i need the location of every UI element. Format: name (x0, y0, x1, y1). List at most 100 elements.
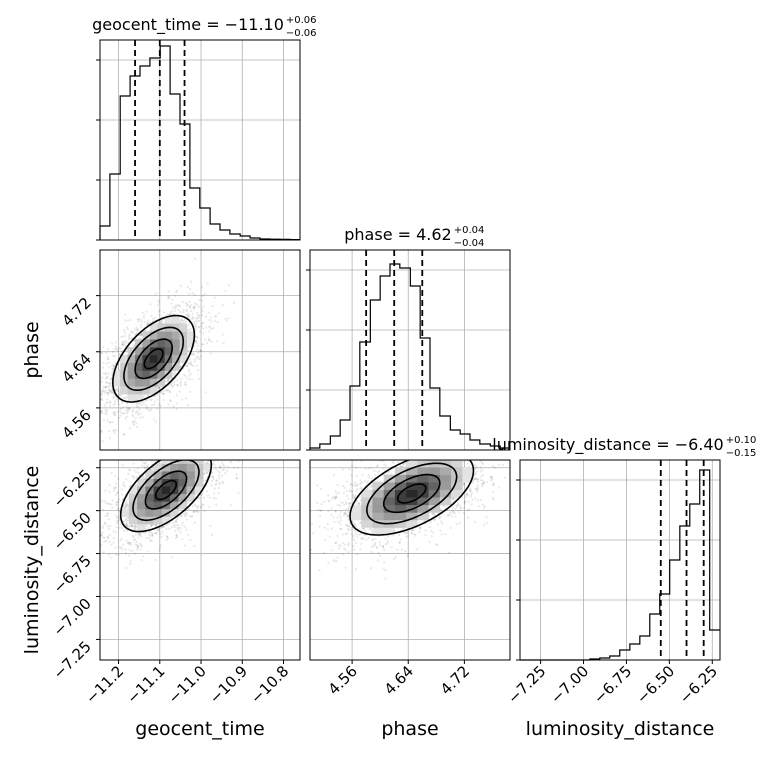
sample-point (125, 415, 128, 418)
sample-point (483, 481, 486, 484)
sample-point (207, 339, 210, 342)
sample-point (232, 442, 234, 444)
sample-point (187, 313, 190, 316)
sample-point (201, 503, 204, 506)
sample-point (151, 524, 154, 527)
panel-title-sub: −0.04 (454, 238, 485, 249)
sample-point (114, 411, 117, 414)
sample-point (145, 406, 148, 409)
sample-point (114, 413, 117, 417)
sample-point (95, 538, 97, 540)
sample-point (419, 526, 422, 529)
sample-point (124, 344, 127, 347)
sample-point (114, 388, 118, 391)
sample-point (224, 290, 227, 293)
sample-point (101, 499, 104, 503)
sample-point (475, 467, 478, 470)
sample-point (186, 435, 188, 437)
sample-point (182, 451, 184, 453)
sample-point (113, 355, 117, 358)
sample-point (193, 509, 196, 513)
contour-line (134, 338, 174, 380)
sample-point (481, 485, 484, 488)
sample-point (113, 413, 116, 416)
sample-point (180, 319, 183, 322)
sample-point (93, 542, 95, 544)
sample-point (205, 455, 207, 457)
joint-panel-phase-luminosity_distance (309, 459, 511, 661)
sample-point (196, 336, 199, 340)
sample-point (222, 463, 225, 466)
sample-point (215, 315, 218, 318)
density-cell (164, 362, 173, 371)
sample-point (108, 382, 111, 385)
sample-point (204, 326, 208, 329)
sample-point (214, 445, 216, 447)
sample-point (81, 501, 83, 503)
sample-point (157, 529, 160, 532)
sample-point (126, 519, 130, 522)
sample-point (197, 325, 201, 328)
sample-point (200, 308, 203, 311)
sample-point (116, 507, 120, 510)
sample-point (118, 353, 121, 357)
sample-point (217, 442, 219, 444)
sample-point (195, 453, 197, 455)
sample-point (100, 430, 103, 434)
sample-point (202, 332, 205, 335)
sample-point (214, 464, 217, 467)
sample-point (153, 403, 156, 406)
density-cell (149, 386, 158, 395)
sample-point (157, 455, 159, 457)
sample-point (142, 401, 145, 404)
density-cell (137, 501, 146, 510)
sample-point (121, 402, 124, 405)
sample-point (109, 389, 112, 392)
sample-point (112, 397, 115, 400)
sample-point (197, 351, 200, 354)
sample-point (194, 328, 198, 331)
sample-point (102, 419, 106, 422)
sample-point (171, 441, 173, 443)
sample-point (137, 531, 140, 535)
sample-point (126, 319, 129, 322)
sample-point (118, 526, 121, 530)
sample-point (198, 298, 201, 302)
sample-point (104, 522, 107, 525)
sample-point (110, 503, 113, 506)
sample-point (195, 510, 198, 513)
sample-point (173, 526, 176, 529)
sample-point (175, 429, 177, 431)
sample-point (189, 309, 193, 313)
density-cell (170, 493, 179, 502)
sample-point (130, 543, 133, 546)
sample-point (201, 327, 205, 330)
sample-point (111, 350, 115, 353)
sample-point (115, 486, 118, 489)
sample-point (101, 398, 104, 401)
sample-point (162, 392, 165, 395)
sample-point (143, 320, 146, 324)
sample-point (187, 453, 189, 455)
sample-point (141, 311, 144, 314)
sample-point (137, 533, 141, 537)
sample-point (186, 513, 189, 516)
sample-point (182, 512, 185, 516)
density-cell (170, 471, 179, 480)
sample-point (137, 413, 140, 417)
sample-point (132, 462, 135, 465)
sample-point (211, 455, 213, 457)
sample-point (170, 302, 173, 305)
density-cell (164, 331, 173, 340)
sample-point (200, 325, 203, 328)
density-cell (127, 394, 136, 403)
sample-point (184, 427, 186, 429)
density-cell (186, 460, 196, 464)
sample-point (114, 546, 117, 549)
sample-point (192, 322, 196, 325)
sample-point (187, 438, 189, 440)
density-cell (186, 493, 196, 502)
sample-point (196, 444, 198, 446)
sample-point (142, 474, 145, 477)
